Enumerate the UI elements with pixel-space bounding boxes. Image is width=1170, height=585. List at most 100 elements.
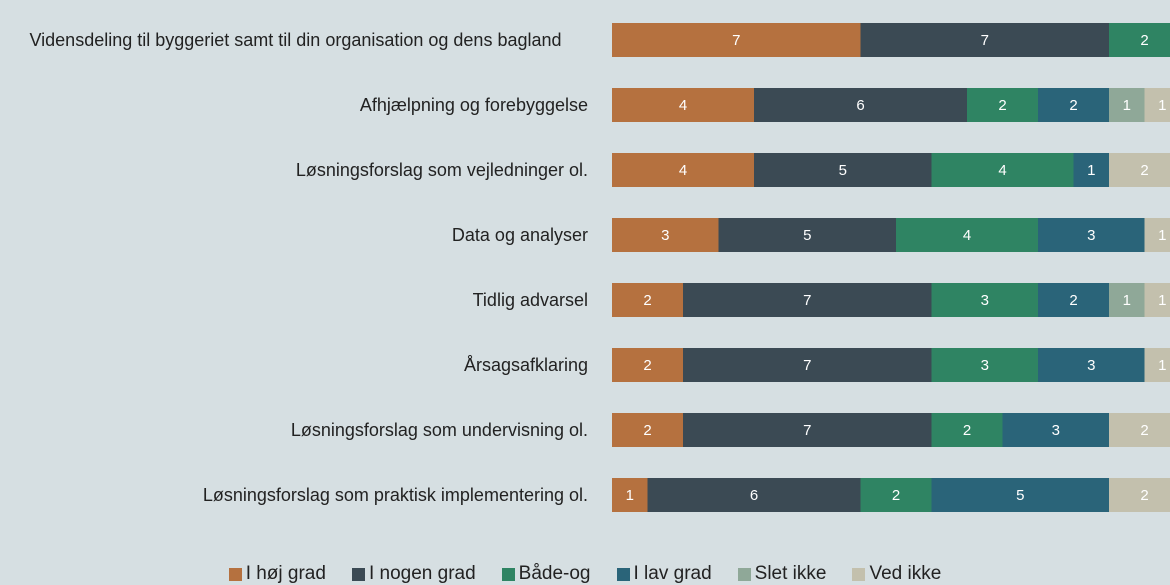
data-label: 1: [1158, 97, 1166, 114]
data-label: 3: [1087, 357, 1095, 374]
bar-segment: [931, 478, 1109, 512]
legend-label: Både-og: [518, 563, 591, 584]
data-label: 2: [892, 487, 900, 504]
data-label: 3: [1087, 227, 1095, 244]
category-label: Løsningsforslag som praktisk implementer…: [202, 485, 588, 505]
legend-swatch: [351, 567, 365, 581]
bar-segment: [1144, 348, 1170, 382]
legend-item: I lav grad: [616, 563, 712, 585]
bar-segment: [967, 88, 1038, 122]
category-label: Tidlig advarsel: [472, 290, 588, 310]
bar-segment: [612, 348, 683, 382]
bar-segment: [931, 413, 1003, 447]
bar-segment: [612, 478, 648, 512]
legend-item: Slet ikke: [737, 563, 827, 585]
data-label: 4: [998, 162, 1006, 179]
legend: I høj grad I nogen grad Både-og I lav grad S…: [0, 563, 1170, 585]
bar-segment: [754, 153, 932, 187]
data-label: 3: [981, 357, 989, 374]
category-label: Løsningsforslag som undervisning ol.: [290, 420, 588, 440]
data-label: 6: [750, 487, 758, 504]
data-label: 4: [679, 97, 687, 114]
data-label: 1: [1158, 292, 1166, 309]
bar-segment: [1109, 283, 1145, 317]
data-label: 2: [1069, 97, 1077, 114]
category-label: Løsningsforslag som vejledninger ol.: [295, 160, 588, 180]
legend-swatch: [852, 567, 866, 581]
data-label: 2: [643, 422, 651, 439]
bar-segment: [683, 283, 932, 317]
bar-segment: [612, 23, 861, 57]
data-label: 2: [1140, 487, 1148, 504]
legend-swatch: [616, 567, 630, 581]
data-label: 7: [981, 32, 989, 49]
data-label: 7: [803, 422, 811, 439]
bar-segment: [1002, 413, 1109, 447]
bar-segment: [612, 88, 754, 122]
bar-segment: [860, 478, 932, 512]
data-label: 4: [963, 227, 971, 244]
bar-segment: [931, 283, 1038, 317]
data-label: 5: [1016, 487, 1024, 504]
legend-label: Ved ikke: [869, 563, 942, 584]
legend-label: Slet ikke: [754, 563, 827, 584]
data-label: 7: [732, 32, 740, 49]
data-label: 2: [998, 97, 1006, 114]
data-label: 3: [1052, 422, 1060, 439]
legend-swatch: [228, 567, 242, 581]
data-label: 4: [679, 162, 687, 179]
category-label: Vidensdeling til byggeriet samt til din …: [29, 30, 562, 50]
data-label: 2: [1140, 162, 1148, 179]
bar-segment: [1144, 88, 1170, 122]
data-label: 6: [856, 97, 864, 114]
data-label: 1: [1158, 357, 1166, 374]
bar-segment: [612, 218, 719, 252]
legend-label: I høj grad: [245, 563, 326, 584]
data-label: 2: [1140, 422, 1148, 439]
legend-item: I høj grad: [228, 563, 326, 585]
category-label: Afhjælpning og forebyggelse: [359, 95, 588, 115]
bar-segment: [683, 413, 932, 447]
data-label: 2: [963, 422, 971, 439]
bar-segment: [612, 153, 754, 187]
data-label: 2: [1140, 32, 1148, 49]
data-label: 1: [1123, 292, 1131, 309]
bar-segment: [647, 478, 861, 512]
bar-segment: [1038, 218, 1145, 252]
bar-segment: [931, 348, 1038, 382]
bar-segment: [1073, 153, 1109, 187]
data-label: 5: [803, 227, 811, 244]
bar-segment: [1038, 88, 1109, 122]
data-label: 3: [981, 292, 989, 309]
bar-segment: [612, 283, 683, 317]
data-label: 2: [1069, 292, 1077, 309]
bar-segment: [1038, 348, 1145, 382]
data-label: 3: [661, 227, 669, 244]
bar-segment: [1144, 218, 1170, 252]
data-label: 7: [803, 357, 811, 374]
legend-swatch: [501, 567, 515, 581]
data-label: 2: [643, 357, 651, 374]
legend-item: Både-og: [501, 563, 591, 585]
legend-label: I nogen grad: [368, 563, 476, 584]
bar-segment: [612, 413, 683, 447]
bar-segment: [931, 153, 1074, 187]
bar-segment: [683, 348, 932, 382]
bar-segment: [1109, 23, 1170, 57]
data-label: 1: [1123, 97, 1131, 114]
bar-segment: [896, 218, 1038, 252]
category-label: Data og analyser: [451, 225, 588, 245]
bar-segment: [1109, 478, 1170, 512]
bar-segment: [1109, 88, 1145, 122]
legend-item: Ved ikke: [852, 563, 941, 585]
bar-segment: [718, 218, 896, 252]
legend-label: I lav grad: [633, 563, 712, 584]
bar-segment: [1109, 153, 1170, 187]
legend-item: I nogen grad: [351, 563, 476, 585]
data-label: 7: [803, 292, 811, 309]
data-label: 1: [626, 487, 634, 504]
bar-segment: [860, 23, 1109, 57]
category-label: Årsagsafklaring: [463, 355, 588, 375]
